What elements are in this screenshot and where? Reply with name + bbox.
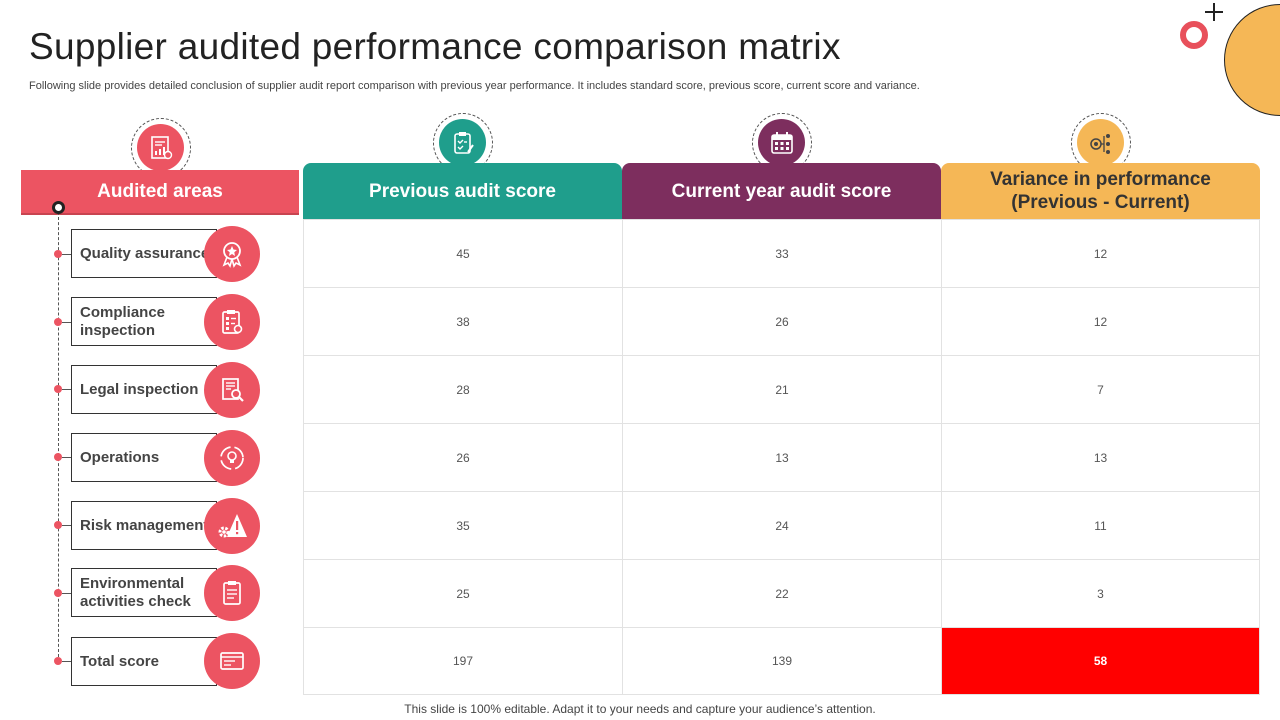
area-label-environmental-activities-check: Environmental activities check [71,568,217,617]
area-label-legal-inspection: Legal inspection [71,365,217,414]
timeline-start-dot [52,201,65,214]
variance-header: Variance in performance (Previous - Curr… [941,163,1260,219]
total-variance-cell: 58 [942,628,1259,694]
variance-cell: 3 [942,560,1259,628]
timeline-dot [54,250,62,258]
timeline-dot [54,589,62,597]
area-label-total-score: Total score [71,637,217,686]
timeline-dot [54,318,62,326]
timeline-line [58,207,59,662]
slide-footer: This slide is 100% editable. Adapt it to… [404,702,876,716]
current-score-cell: 26 [623,288,942,356]
current-score-cell: 22 [623,560,942,628]
decorative-plus-icon [1203,1,1225,23]
variance-cell: 12 [942,288,1259,356]
previous-audit-score-header: Previous audit score [303,163,622,219]
slide-title: Supplier audited performance comparison … [29,26,841,67]
variance-cell: 13 [942,424,1259,492]
report-chart-icon [131,118,191,178]
timeline-dot [54,385,62,393]
timeline-connector [62,593,71,594]
area-label-operations: Operations [71,433,217,482]
decorative-red-ring [1180,21,1208,49]
timeline-dot [54,657,62,665]
previous-score-cell: 26 [304,424,623,492]
clipboard-list-icon [204,565,260,621]
gear-warning-icon [204,498,260,554]
current-score-cell: 21 [623,356,942,424]
document-search-icon [204,362,260,418]
checklist-gear-icon [204,294,260,350]
current-score-cell: 13 [623,424,942,492]
total-current-score-cell: 139 [623,628,942,694]
award-badge-icon [204,226,260,282]
previous-score-cell: 38 [304,288,623,356]
timeline-connector [62,525,71,526]
previous-score-cell: 28 [304,356,623,424]
total-previous-score-cell: 197 [304,628,623,694]
previous-score-cell: 35 [304,492,623,560]
decorative-orange-circle [1224,4,1280,116]
variance-cell: 11 [942,492,1259,560]
previous-score-cell: 45 [304,220,623,288]
timeline-dot [54,453,62,461]
browser-window-icon [204,633,260,689]
area-label-risk-management: Risk management [71,501,217,550]
cycle-bulb-icon [204,430,260,486]
previous-score-cell: 25 [304,560,623,628]
current-year-audit-score-header: Current year audit score [622,163,941,219]
audited-areas-header: Audited areas [21,170,299,213]
variance-cell: 7 [942,356,1259,424]
timeline-connector [62,457,71,458]
area-label-compliance-inspection: Compliance inspection [71,297,217,346]
timeline-dot [54,521,62,529]
variance-cell: 12 [942,220,1259,288]
timeline-connector [62,322,71,323]
timeline-connector [62,661,71,662]
timeline-connector [62,389,71,390]
timeline-connector [62,254,71,255]
current-score-cell: 33 [623,220,942,288]
area-label-quality-assurance: Quality assurance [71,229,217,278]
score-table: 45 33 12 38 26 12 28 21 7 26 13 13 35 24… [303,219,1260,695]
slide-subtitle: Following slide provides detailed conclu… [29,80,920,92]
current-score-cell: 24 [623,492,942,560]
